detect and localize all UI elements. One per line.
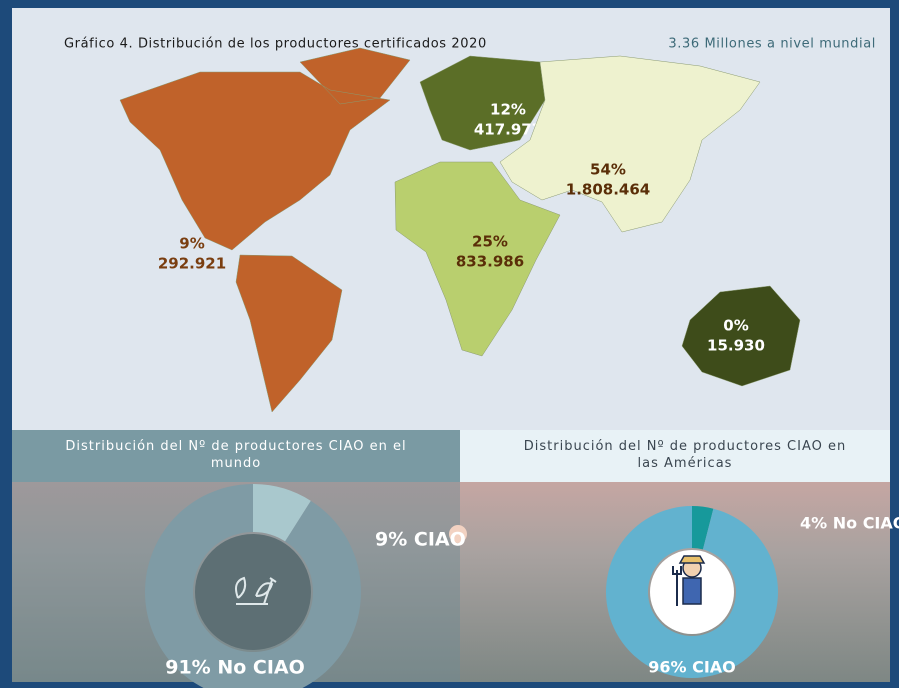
sun <box>449 525 467 543</box>
donut-hole <box>195 534 311 650</box>
region <box>119 47 411 413</box>
donut-slice <box>692 506 714 550</box>
region <box>681 285 801 387</box>
icon-plant <box>235 576 277 605</box>
donut-title: Distribución del Nº de productores CIAO … <box>65 439 407 471</box>
band-left <box>12 430 460 482</box>
region-count: 15.930 <box>707 337 765 355</box>
title: Gráfico 4. Distribución de los productor… <box>64 37 487 52</box>
donut-slice <box>253 484 311 542</box>
donut-label: 4% No CIAO <box>800 514 899 533</box>
region-count: 292.921 <box>158 255 226 273</box>
region-count: 1.808.464 <box>566 181 650 199</box>
donut-slice <box>606 506 779 678</box>
donut-label: 91% No CIAO <box>165 657 305 679</box>
donut-title: Distribución del Nº de productores CIAO … <box>523 439 847 471</box>
region-count: 833.986 <box>456 253 524 271</box>
band-right <box>460 430 890 482</box>
region <box>394 161 561 357</box>
region-count: 417.977 <box>474 121 542 139</box>
region-percent: 9% <box>179 235 204 253</box>
donut-label: 9% CIAO <box>375 529 466 551</box>
icon-farmer <box>672 555 706 606</box>
region <box>499 55 761 233</box>
donut-slice <box>145 484 361 688</box>
region-percent: 54% <box>590 161 626 179</box>
world-map: 9% 292.921 12% 417.977 25% 833.986 54% 1.808.46… <box>119 47 801 413</box>
region-percent: 25% <box>472 233 508 251</box>
region-percent: 0% <box>723 317 748 335</box>
donut-label: 96% CIAO <box>648 658 736 677</box>
region-percent: 12% <box>490 101 526 119</box>
region <box>419 55 546 151</box>
subtitle: 3.36 Millones a nivel mundial <box>668 37 876 52</box>
